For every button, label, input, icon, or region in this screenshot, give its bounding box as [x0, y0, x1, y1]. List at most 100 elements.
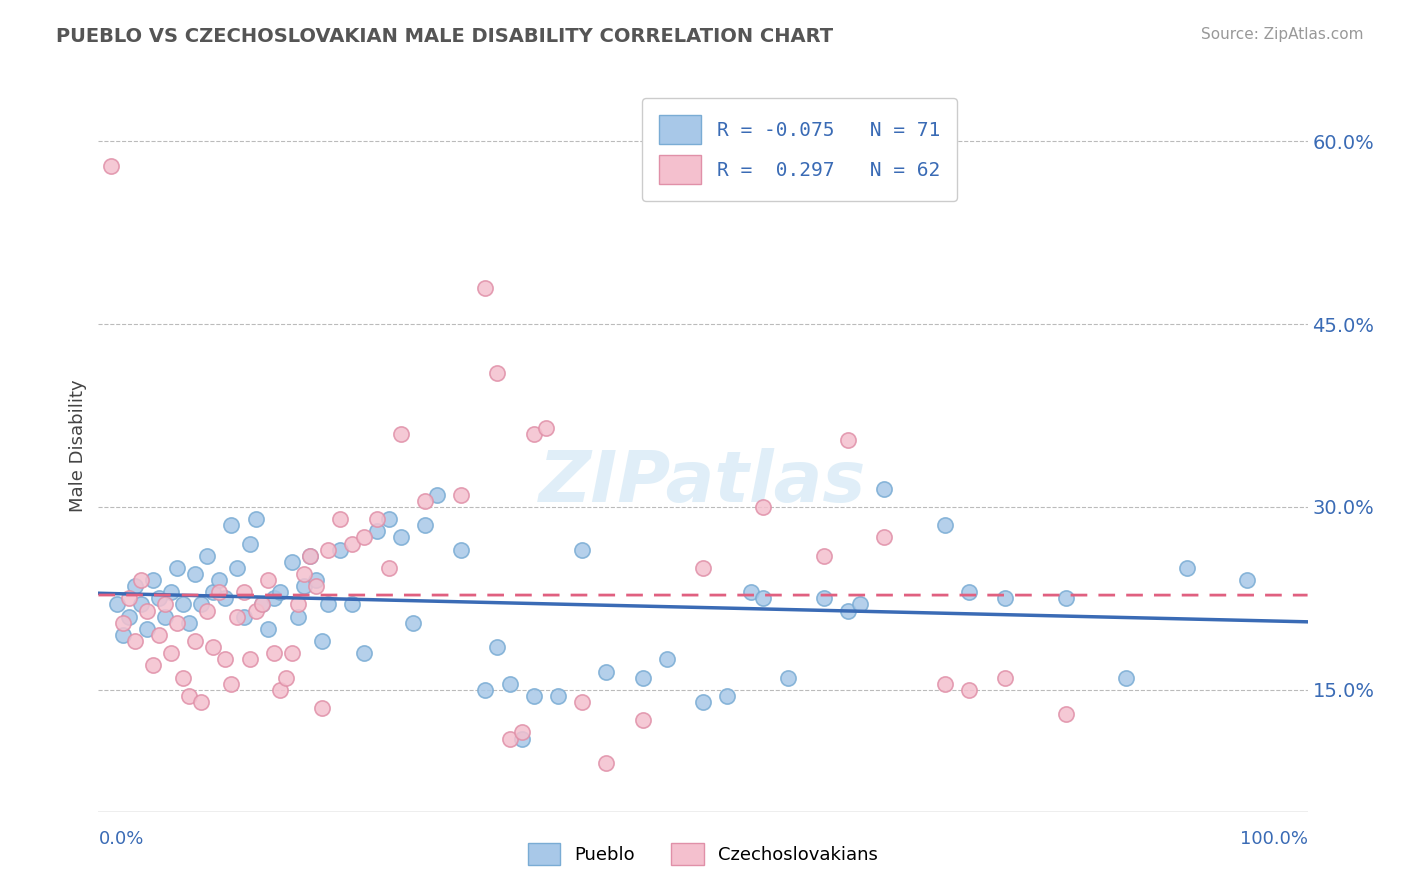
Y-axis label: Male Disability: Male Disability: [69, 380, 87, 512]
Point: [740, 585, 762, 599]
Point: [1236, 573, 1258, 587]
Point: [184, 567, 207, 582]
Point: [172, 598, 194, 612]
Point: [366, 524, 388, 539]
Point: [214, 652, 236, 666]
Point: [153, 598, 176, 612]
Point: [263, 591, 285, 606]
Point: [166, 561, 188, 575]
Point: [208, 585, 231, 599]
Point: [214, 591, 236, 606]
Point: [547, 689, 569, 703]
Point: [366, 512, 388, 526]
Point: [873, 482, 896, 496]
Point: [994, 671, 1017, 685]
Point: [269, 585, 291, 599]
Point: [135, 622, 157, 636]
Point: [426, 488, 449, 502]
Point: [486, 640, 509, 655]
Point: [269, 682, 291, 697]
Point: [523, 689, 546, 703]
Point: [486, 366, 509, 380]
Text: PUEBLO VS CZECHOSLOVAKIAN MALE DISABILITY CORRELATION CHART: PUEBLO VS CZECHOSLOVAKIAN MALE DISABILIT…: [56, 27, 834, 45]
Point: [329, 542, 352, 557]
Point: [571, 695, 593, 709]
Point: [129, 573, 152, 587]
Point: [813, 591, 835, 606]
Point: [256, 622, 278, 636]
Point: [281, 555, 304, 569]
Point: [342, 598, 364, 612]
Point: [523, 426, 546, 441]
Point: [389, 426, 412, 441]
Point: [934, 676, 956, 690]
Point: [118, 591, 141, 606]
Point: [202, 585, 225, 599]
Point: [957, 682, 980, 697]
Point: [377, 512, 399, 526]
Point: [474, 682, 496, 697]
Point: [202, 640, 225, 655]
Point: [111, 628, 134, 642]
Point: [195, 603, 218, 617]
Point: [1115, 671, 1137, 685]
Point: [299, 549, 322, 563]
Point: [595, 665, 617, 679]
Point: [239, 536, 262, 550]
Point: [172, 671, 194, 685]
Point: [184, 634, 207, 648]
Point: [413, 518, 436, 533]
Legend: R = -0.075   N = 71, R =  0.297   N = 62: R = -0.075 N = 71, R = 0.297 N = 62: [643, 98, 957, 201]
Point: [716, 689, 738, 703]
Legend: Pueblo, Czechoslovakians: Pueblo, Czechoslovakians: [519, 834, 887, 874]
Point: [135, 603, 157, 617]
Point: [153, 609, 176, 624]
Point: [160, 585, 183, 599]
Text: 100.0%: 100.0%: [1240, 830, 1308, 848]
Point: [118, 609, 141, 624]
Point: [329, 512, 352, 526]
Point: [595, 756, 617, 770]
Point: [221, 518, 243, 533]
Point: [311, 634, 333, 648]
Point: [179, 615, 201, 630]
Point: [316, 598, 339, 612]
Point: [190, 598, 212, 612]
Point: [510, 725, 533, 739]
Text: ZIPatlas: ZIPatlas: [540, 448, 866, 517]
Point: [226, 609, 249, 624]
Point: [124, 579, 146, 593]
Point: [160, 646, 183, 660]
Point: [631, 671, 654, 685]
Point: [498, 676, 520, 690]
Point: [179, 689, 201, 703]
Point: [389, 530, 412, 544]
Point: [232, 585, 254, 599]
Point: [292, 567, 315, 582]
Point: [250, 598, 273, 612]
Point: [148, 628, 170, 642]
Point: [631, 714, 654, 728]
Point: [250, 598, 273, 612]
Point: [752, 591, 775, 606]
Point: [402, 615, 425, 630]
Point: [1054, 591, 1077, 606]
Point: [957, 585, 980, 599]
Point: [281, 646, 304, 660]
Point: [342, 536, 364, 550]
Point: [655, 652, 678, 666]
Point: [256, 573, 278, 587]
Point: [274, 671, 297, 685]
Point: [195, 549, 218, 563]
Point: [287, 598, 309, 612]
Point: [1054, 707, 1077, 722]
Point: [142, 658, 165, 673]
Point: [239, 652, 262, 666]
Point: [129, 598, 152, 612]
Point: [510, 731, 533, 746]
Text: 0.0%: 0.0%: [98, 830, 143, 848]
Point: [190, 695, 212, 709]
Point: [305, 573, 328, 587]
Point: [534, 421, 557, 435]
Point: [450, 542, 472, 557]
